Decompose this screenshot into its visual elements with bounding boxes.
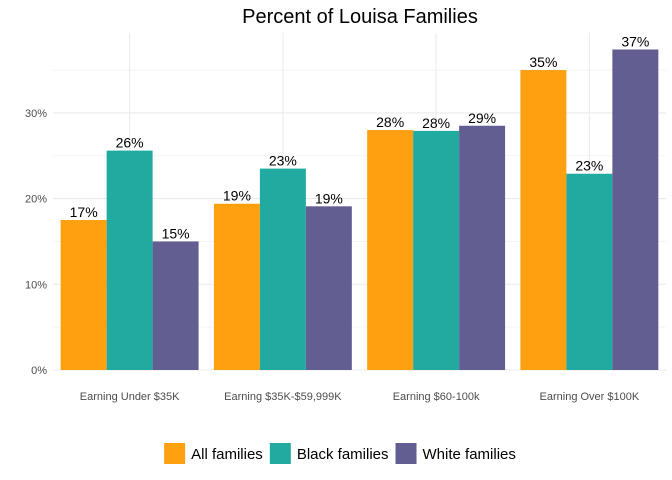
- x-tick-label: Earning $60-100k: [393, 391, 480, 403]
- data-label: 15%: [162, 225, 190, 241]
- legend-key-white-families: [395, 443, 417, 464]
- legend-label: White families: [423, 446, 516, 463]
- bar-white-families: [459, 125, 506, 370]
- bar-all-families: [520, 70, 567, 371]
- bar-white-families: [152, 241, 199, 370]
- legend-label: All families: [191, 446, 263, 463]
- bars: [60, 49, 659, 371]
- x-tick-label: Earning Under $35K: [80, 391, 180, 403]
- x-tick-label: Earning Over $100K: [540, 391, 640, 403]
- data-label: 29%: [468, 110, 496, 126]
- data-label: 28%: [376, 114, 404, 130]
- bar-white-families: [612, 49, 659, 371]
- y-tick-label: 0%: [31, 365, 47, 377]
- axes: 0% 10% 20% 30% Earning Under $35K Earning $35…: [25, 108, 640, 403]
- data-label: 17%: [70, 204, 98, 220]
- y-tick-label: 30%: [25, 108, 47, 120]
- bar-all-families: [60, 220, 107, 370]
- bar-black-families: [566, 173, 613, 370]
- legend: All families Black families White families: [164, 443, 516, 464]
- bar-black-families: [106, 150, 153, 370]
- bar-all-families: [213, 203, 260, 370]
- data-label: 19%: [315, 190, 343, 206]
- data-label: 26%: [116, 135, 144, 151]
- data-label: 37%: [621, 33, 649, 49]
- y-tick-label: 10%: [25, 279, 47, 291]
- data-label: 23%: [575, 158, 603, 174]
- bar-black-families: [259, 168, 306, 370]
- chart-title: Percent of Louisa Families: [242, 6, 478, 28]
- data-label: 23%: [269, 153, 297, 169]
- legend-key-black-families: [269, 443, 291, 464]
- legend-key-all-families: [164, 443, 186, 464]
- bar-black-families: [413, 130, 460, 370]
- legend-label: Black families: [297, 446, 389, 463]
- x-tick-label: Earning $35K-$59,999K: [224, 391, 342, 403]
- bar-all-families: [367, 130, 414, 370]
- bar-white-families: [305, 206, 352, 370]
- data-label: 35%: [529, 54, 557, 70]
- data-label: 28%: [422, 115, 450, 131]
- data-labels: 17% 26% 15% 19% 23% 19% 28% 28% 29% 35% 23% 37%: [70, 33, 650, 241]
- data-label: 19%: [223, 188, 251, 204]
- y-tick-label: 20%: [25, 194, 47, 206]
